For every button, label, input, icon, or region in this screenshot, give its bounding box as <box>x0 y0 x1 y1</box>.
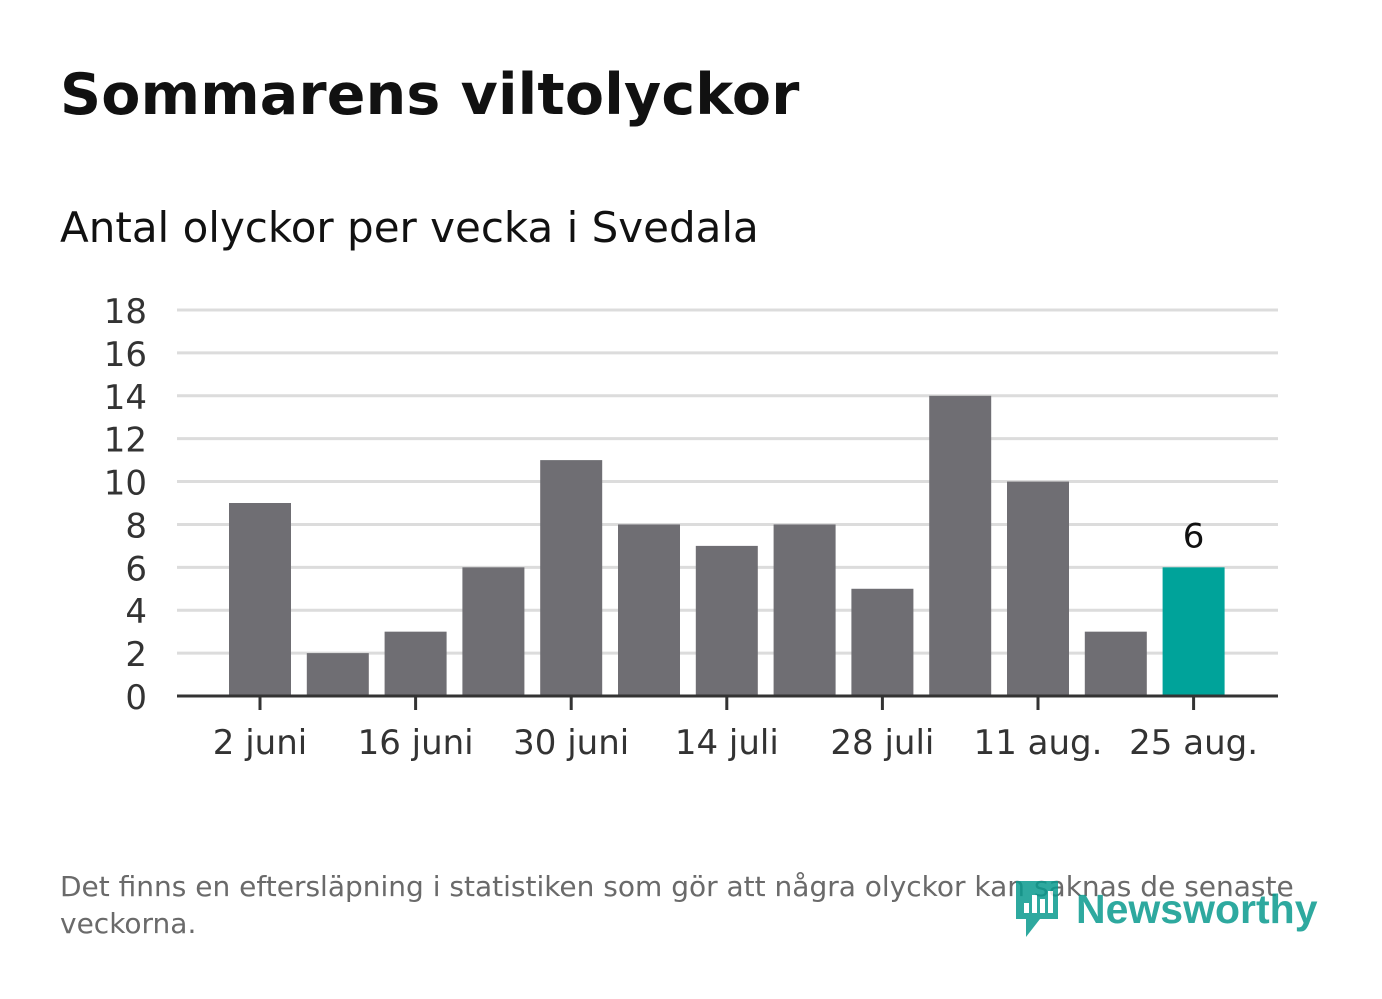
y-tick-label: 12 <box>104 421 147 461</box>
bar <box>929 395 992 696</box>
bar <box>384 631 447 696</box>
x-axis-ticks: 2 juni 16 juni 30 juni 14 juli 28 juli 11 aug… <box>213 696 1258 763</box>
bar <box>1084 631 1147 696</box>
bar <box>540 460 603 696</box>
footnote: Det finns en eftersläpning i statistiken… <box>60 870 1294 940</box>
brand-name: Newsworthy <box>1076 885 1318 932</box>
x-tick-label: 2 juni <box>213 723 307 763</box>
y-tick-label: 6 <box>125 549 147 589</box>
x-tick-label: 30 juni <box>513 723 629 763</box>
bar <box>851 588 914 696</box>
newsworthy-logo-icon <box>1016 881 1058 937</box>
y-tick-label: 2 <box>125 635 147 675</box>
y-tick-label: 8 <box>125 506 147 546</box>
y-tick-label: 14 <box>104 378 147 418</box>
chart-title: Sommarens viltolyckor <box>60 62 800 128</box>
bars <box>229 395 1225 696</box>
y-tick-label: 16 <box>104 335 147 375</box>
bar <box>773 524 836 696</box>
x-tick-label: 11 aug. <box>974 723 1103 763</box>
y-tick-label: 18 <box>104 292 147 332</box>
y-tick-label: 10 <box>104 464 147 504</box>
chart-subtitle: Antal olyckor per vecka i Svedala <box>60 203 759 252</box>
data-label: 6 <box>1183 516 1205 556</box>
bar <box>695 545 758 696</box>
bar <box>1007 481 1069 696</box>
y-tick-label: 4 <box>125 592 147 632</box>
bar <box>462 567 525 696</box>
bar <box>229 503 291 696</box>
bar <box>306 653 369 696</box>
bar <box>618 524 680 696</box>
brand-logo: Newsworthy <box>1012 876 1318 942</box>
x-tick-label: 16 juni <box>358 723 474 763</box>
x-tick-label: 25 aug. <box>1129 723 1258 763</box>
x-tick-label: 14 juli <box>675 723 779 763</box>
bar <box>1162 567 1225 696</box>
y-tick-label: 0 <box>125 678 147 718</box>
x-tick-label: 28 juli <box>830 723 934 763</box>
data-labels: 6 <box>1183 516 1205 556</box>
